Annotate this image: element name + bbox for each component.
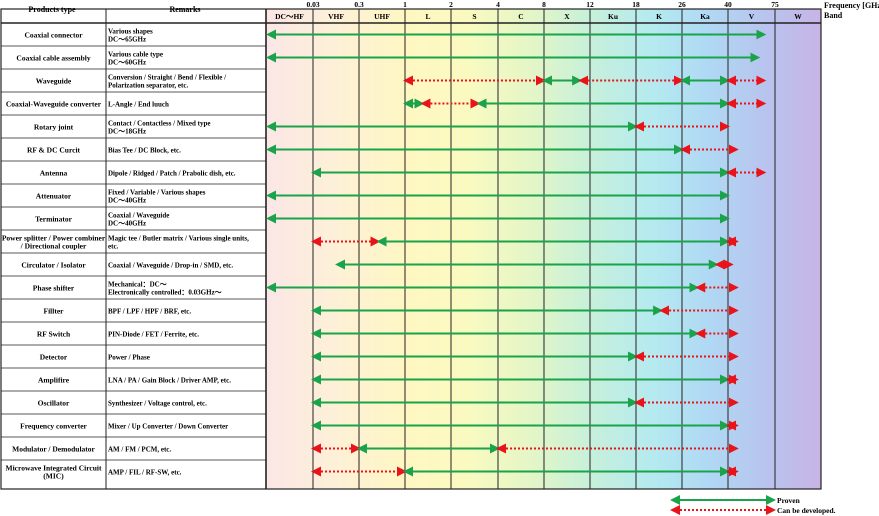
band-axis-label: Band xyxy=(824,11,843,20)
band-label: VHF xyxy=(328,12,344,21)
product-name: RF & DC Curcit xyxy=(27,146,81,155)
product-remarks: Magic tee / Butler matrix / Various sing… xyxy=(108,235,249,243)
frequency-tick-label: 26 xyxy=(678,0,686,9)
product-remarks: Synthesizer / Voltage control, etc. xyxy=(108,400,207,408)
product-name: Coaxial cable assembly xyxy=(16,54,90,63)
band-labels: DC〜HF VHF UHF L S C X Ku K Ka V W xyxy=(275,12,802,21)
frequency-tick-label: 12 xyxy=(586,0,594,9)
frequency-tick-label: 1 xyxy=(403,0,407,9)
frequency-tick-label: 0.3 xyxy=(354,0,364,9)
band-label: V xyxy=(749,12,755,21)
product-name: Attenuator xyxy=(36,192,72,201)
product-remarks: Various cable type xyxy=(108,51,163,59)
product-remarks: Power / Phase xyxy=(108,354,150,362)
product-name: Frequency converter xyxy=(20,422,87,431)
legend-developable-label: Can be developed. xyxy=(777,506,836,515)
product-remarks: Electronically controlled：0.03GHz〜 xyxy=(108,289,222,297)
frequency-tick-label: 8 xyxy=(542,0,546,9)
product-name: / Directional coupler xyxy=(20,242,87,251)
band-label: UHF xyxy=(374,12,390,21)
product-name: Coaxial-Waveguide converter xyxy=(6,100,102,109)
product-remarks: DC〜40GHz xyxy=(108,220,146,228)
product-remarks: DC〜60GHz xyxy=(108,59,146,67)
product-remarks: Various shapes xyxy=(108,28,153,36)
product-name: RF Switch xyxy=(37,330,71,339)
product-name: Detector xyxy=(40,353,68,362)
legend-proven-label: Proven xyxy=(777,496,801,505)
product-remarks: PIN-Diode / FET / Ferrite, etc. xyxy=(108,331,199,339)
product-remarks: Bias Tee / DC Block, etc. xyxy=(108,147,181,155)
band-label: X xyxy=(564,12,570,21)
product-name: Terminator xyxy=(35,215,72,224)
product-remarks: Polarization separator, etc. xyxy=(108,82,188,90)
frequency-tick-label: 0.03 xyxy=(306,0,319,9)
product-remarks: AM / FM / PCM, etc. xyxy=(108,446,171,454)
table-border xyxy=(0,8,822,490)
legend: Proven Can be developed. xyxy=(670,495,836,515)
product-name: Rotary joint xyxy=(34,123,74,132)
product-name: Fillter xyxy=(44,307,65,316)
product-remarks: Dipole / Ridged / Patch / Prabolic dish,… xyxy=(108,170,236,178)
product-remarks: DC〜65GHz xyxy=(108,36,146,44)
product-remarks: Mechanical：DC〜 xyxy=(108,281,167,289)
product-name: Antenna xyxy=(40,169,68,178)
grid-lines xyxy=(0,8,822,490)
frequency-tick-label: 2 xyxy=(449,0,453,9)
frequency-axis-label: Frequency [GHz] xyxy=(824,1,879,10)
frequency-tick-label: 40 xyxy=(724,0,732,9)
product-name: Coaxial connector xyxy=(24,31,83,40)
product-remarks: Coaxial / Waveguide / Drop-in / SMD, etc… xyxy=(108,262,233,270)
product-remarks: L-Angle / End luuch xyxy=(108,101,169,109)
product-remarks: etc. xyxy=(108,243,119,251)
band-label: L xyxy=(425,12,430,21)
product-remarks: Contact / Contactless / Mixed type xyxy=(108,120,210,128)
band-label: K xyxy=(656,12,662,21)
product-name: Power splitter / Power combiner xyxy=(2,234,106,243)
header-remarks: Remarks xyxy=(169,5,200,14)
product-name: Phase shifter xyxy=(33,284,75,293)
frequency-tick-label: 18 xyxy=(632,0,640,9)
product-name: (MIC) xyxy=(43,472,64,481)
band-label: Ku xyxy=(608,12,618,21)
product-remarks: DC〜18GHz xyxy=(108,128,146,136)
product-remarks: Coaxial / Waveguide xyxy=(108,212,169,220)
product-name: Waveguide xyxy=(36,77,72,86)
frequency-tick-label: 4 xyxy=(496,0,500,9)
product-name: Circulator / Isolator xyxy=(21,261,86,270)
frequency-ticks: 0.03 0.3 1 2 4 8 12 18 26 40 75 xyxy=(306,0,779,9)
coverage-arrows xyxy=(266,29,767,477)
product-remarks: AMP / FIL / RF-SW, etc. xyxy=(108,469,182,477)
product-remarks: BPF / LPF / HPF / BRF, etc. xyxy=(108,308,191,316)
product-name: Microwave Integrated Circuit xyxy=(6,464,102,473)
frequency-tick-label: 75 xyxy=(771,0,779,9)
product-name: Amplifire xyxy=(38,376,70,385)
band-label: C xyxy=(518,12,523,21)
product-remarks: DC〜40GHz xyxy=(108,197,146,205)
product-remarks: Mixer / Up Converter / Down Converter xyxy=(108,423,228,431)
product-remarks: LNA / PA / Gain Block / Driver AMP, etc. xyxy=(108,377,231,385)
header-products-type: Products type xyxy=(28,5,76,14)
product-remarks: Conversion / Straight / Bend / Flexible … xyxy=(108,74,227,82)
band-label: W xyxy=(794,12,802,21)
product-name: Oscillator xyxy=(38,399,70,408)
product-name: Modulator / Demodulator xyxy=(12,445,95,454)
band-label: Ka xyxy=(700,12,710,21)
band-label: DC〜HF xyxy=(275,12,304,21)
band-label: S xyxy=(472,12,476,21)
product-remarks: Fixed / Variable / Various shapes xyxy=(108,189,206,197)
